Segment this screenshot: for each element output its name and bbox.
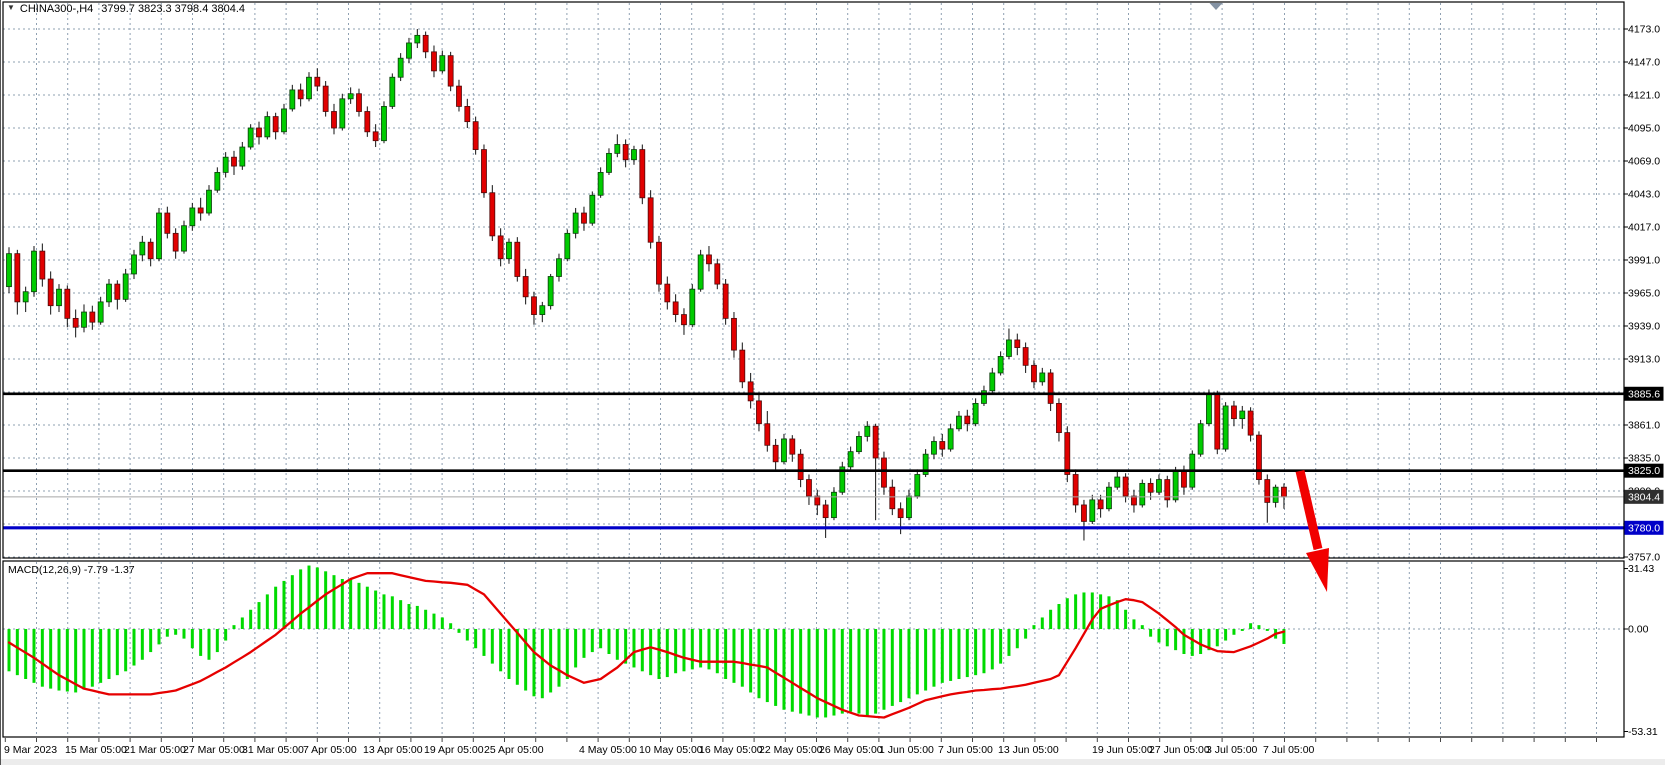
svg-text:3991.0: 3991.0 [1628,254,1660,266]
svg-text:19 Apr 05:00: 19 Apr 05:00 [424,744,484,756]
grid-layer [3,3,1624,736]
svg-text:7 Apr 05:00: 7 Apr 05:00 [303,744,357,756]
svg-text:3780.0: 3780.0 [1628,522,1660,534]
arrow-annotation[interactable] [1295,469,1329,592]
symbol-dropdown-icon[interactable]: ▼ [7,3,15,12]
price-panel-border [2,1,1625,559]
svg-text:-53.31: -53.31 [1628,726,1658,738]
price-badges: 3885.6 3825.0 3780.0 3804.4 [1624,386,1664,535]
macd-histogram [7,565,1286,718]
candles-layer [6,29,1287,541]
svg-text:3913.0: 3913.0 [1628,353,1660,365]
svg-text:4173.0: 4173.0 [1628,24,1660,36]
bottom-strip [1,759,1665,765]
svg-text:3965.0: 3965.0 [1628,287,1660,299]
svg-text:7 Jul 05:00: 7 Jul 05:00 [1263,744,1315,756]
macd-signal-line [7,572,1286,719]
chart-title-symbol: CHINA300-,H4 [19,3,94,15]
svg-text:7 Jun 05:00: 7 Jun 05:00 [938,744,993,756]
svg-text:16 May 05:00: 16 May 05:00 [699,744,763,756]
svg-text:4121.0: 4121.0 [1628,89,1660,101]
svg-text:4 May 05:00: 4 May 05:00 [579,744,637,756]
svg-text:4095.0: 4095.0 [1628,122,1660,134]
svg-text:9 Mar 2023: 9 Mar 2023 [4,744,57,756]
svg-text:26 May 05:00: 26 May 05:00 [819,744,883,756]
svg-text:4043.0: 4043.0 [1628,188,1660,200]
svg-text:3861.0: 3861.0 [1628,419,1660,431]
svg-text:25 Apr 05:00: 25 Apr 05:00 [484,744,544,756]
svg-text:3 Jul 05:00: 3 Jul 05:00 [1206,744,1258,756]
macd-indicator-label: MACD(12,26,9) -7.79 -1.37 [8,564,135,576]
svg-text:13 Apr 05:00: 13 Apr 05:00 [363,744,423,756]
svg-text:22 May 05:00: 22 May 05:00 [759,744,823,756]
svg-text:27 Mar 05:00: 27 Mar 05:00 [183,744,245,756]
svg-text:31 Mar 05:00: 31 Mar 05:00 [242,744,304,756]
svg-text:3835.0: 3835.0 [1628,452,1660,464]
svg-text:4147.0: 4147.0 [1628,56,1660,68]
svg-text:19 Jun 05:00: 19 Jun 05:00 [1092,744,1153,756]
svg-text:4017.0: 4017.0 [1628,221,1660,233]
svg-text:27 Jun 05:00: 27 Jun 05:00 [1149,744,1210,756]
svg-text:15 Mar 05:00: 15 Mar 05:00 [65,744,127,756]
svg-text:31.43: 31.43 [1628,563,1654,575]
chart-title: ▼ CHINA300-,H4 3799.7 3823.3 3798.4 3804.4 [7,3,245,15]
svg-text:3757.0: 3757.0 [1628,551,1660,563]
svg-text:4069.0: 4069.0 [1628,155,1660,167]
svg-text:10 May 05:00: 10 May 05:00 [639,744,703,756]
svg-text:3804.4: 3804.4 [1628,491,1660,503]
macd-axis[interactable]: 31.43 0.00 -53.31 [1624,563,1658,738]
svg-text:3825.0: 3825.0 [1628,465,1660,477]
chart-title-ohlc: 3799.7 3823.3 3798.4 3804.4 [101,3,246,15]
svg-text:1 Jun 05:00: 1 Jun 05:00 [879,744,934,756]
svg-text:13 Jun 05:00: 13 Jun 05:00 [998,744,1059,756]
svg-text:0.00: 0.00 [1628,624,1649,636]
price-axis[interactable]: 4173.0 4147.0 4121.0 4095.0 4069.0 4043.0 4017… [1624,24,1660,564]
chart-shift-marker-icon [1209,3,1223,10]
svg-text:3939.0: 3939.0 [1628,320,1660,332]
svg-text:21 Mar 05:00: 21 Mar 05:00 [124,744,186,756]
svg-text:3885.6: 3885.6 [1628,388,1660,400]
macd-panel-border [2,560,1625,738]
